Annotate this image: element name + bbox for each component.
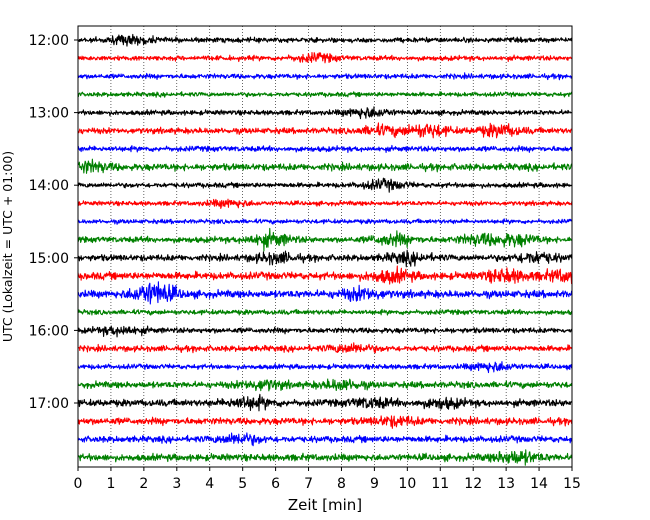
trace-1215 xyxy=(77,51,573,64)
x-axis-label: Zeit [min] xyxy=(288,496,362,514)
trace-1615 xyxy=(77,342,573,354)
trace-1500 xyxy=(77,249,573,268)
plot-frame xyxy=(77,25,573,468)
x-tick-label: 5 xyxy=(238,476,247,492)
trace-1345 xyxy=(77,158,573,174)
trace-1230 xyxy=(77,72,573,81)
x-tick-label: 6 xyxy=(271,476,280,492)
x-tick-label: 9 xyxy=(370,476,379,492)
x-tick-label: 13 xyxy=(497,476,515,492)
y-tick-label: 13:00 xyxy=(29,106,69,122)
trace-1400 xyxy=(77,177,573,193)
x-tick-label: 2 xyxy=(139,476,148,492)
trace-1515 xyxy=(77,265,573,285)
x-tick-label: 4 xyxy=(205,476,214,492)
trace-1545 xyxy=(77,308,573,316)
trace-1730 xyxy=(77,432,573,447)
trace-1315 xyxy=(77,122,573,139)
y-tick-label: 16:00 xyxy=(29,323,69,339)
y-tick-label: 15:00 xyxy=(29,251,69,267)
trace-1715 xyxy=(77,415,573,429)
x-tick-label: 1 xyxy=(106,476,115,492)
y-axis-ticks: 12:00 13:00 14:00 15:00 16:00 17:00 xyxy=(29,33,78,412)
x-axis-ticks: 0 1 2 3 4 5 6 7 8 9 10 11 12 13 14 15 xyxy=(74,467,581,492)
x-tick-label: 14 xyxy=(530,476,548,492)
y-axis-label: UTC (Lokalzeit = UTC + 01:00) xyxy=(0,151,15,342)
trace-1445 xyxy=(77,227,573,252)
x-tick-label: 8 xyxy=(337,476,346,492)
trace-1645 xyxy=(77,378,573,392)
trace-1745 xyxy=(77,449,573,466)
y-tick-label: 17:00 xyxy=(29,396,69,412)
trace-1530 xyxy=(77,281,573,305)
trace-1600 xyxy=(77,325,573,338)
trace-1200 xyxy=(77,33,573,47)
trace-1700 xyxy=(77,393,573,412)
x-tick-label: 7 xyxy=(304,476,313,492)
trace-1245 xyxy=(77,91,573,98)
x-tick-label: 11 xyxy=(431,476,449,492)
y-tick-label: 14:00 xyxy=(29,178,69,194)
x-tick-label: 3 xyxy=(172,476,181,492)
trace-1330 xyxy=(77,144,573,154)
y-tick-label: 12:00 xyxy=(29,33,69,49)
seismic-traces xyxy=(77,33,573,466)
x-tick-label: 12 xyxy=(464,476,482,492)
x-tick-label: 10 xyxy=(398,476,416,492)
trace-1630 xyxy=(77,361,573,374)
trace-1415 xyxy=(77,198,573,209)
trace-1300 xyxy=(77,106,573,120)
trace-1430 xyxy=(77,218,573,225)
x-tick-label: 15 xyxy=(563,476,581,492)
x-tick-label: 0 xyxy=(74,476,83,492)
